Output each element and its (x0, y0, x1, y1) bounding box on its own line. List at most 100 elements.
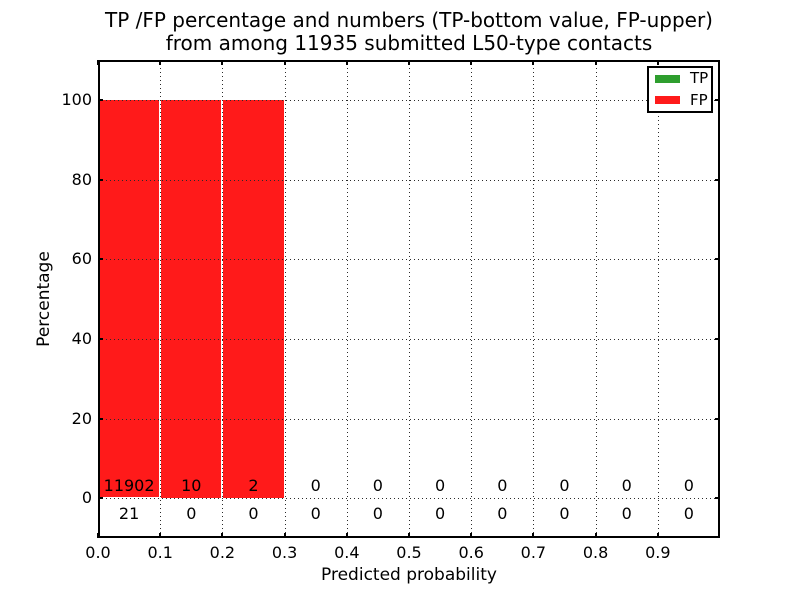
fp-bar (161, 99, 222, 499)
chart-title-line2: from among 11935 submitted L50-type cont… (165, 31, 653, 55)
legend-swatch-fp (655, 96, 680, 105)
fp-count-label: 0 (497, 476, 508, 496)
y-tick-right (715, 98, 720, 101)
y-tick-right (715, 258, 720, 261)
h-gridline (98, 179, 720, 181)
fp-count-label: 0 (683, 476, 694, 496)
h-gridline (98, 418, 720, 420)
x-tick-top (532, 60, 535, 65)
y-tick (98, 98, 103, 101)
y-tick-label: 20 (71, 408, 92, 428)
y-tick (98, 417, 103, 420)
x-tick-label: 0.4 (334, 543, 360, 562)
y-tick-label: 60 (71, 249, 92, 269)
v-gridline (409, 60, 410, 538)
x-tick-label: 0.6 (458, 543, 484, 562)
x-tick-label: 0.5 (396, 543, 422, 562)
tp-count-label: 0 (497, 504, 508, 524)
v-gridline (533, 60, 535, 538)
y-tick-label: 80 (71, 169, 92, 189)
legend-row-fp: FP (649, 90, 711, 109)
x-tick-top (97, 60, 99, 65)
fp-count-label: 0 (310, 476, 321, 496)
y-tick (98, 258, 103, 261)
chart-title: TP /FP percentage and numbers (TP-bottom… (98, 9, 720, 55)
x-tick (532, 533, 535, 538)
fp-count-label: 0 (559, 476, 570, 496)
tp-count-label: 0 (683, 504, 694, 524)
fp-bar (99, 99, 160, 498)
tp-count-label: 0 (559, 504, 570, 524)
legend-row-tp: TP (649, 71, 711, 86)
y-tick (98, 178, 103, 181)
h-gridline (98, 498, 720, 500)
legend-label-tp: TP (690, 69, 709, 88)
legend-swatch-tp (655, 74, 680, 83)
legend: TP FP (647, 66, 713, 113)
v-gridline (160, 60, 162, 538)
h-gridline (98, 99, 720, 101)
x-tick-label: 0.8 (582, 543, 609, 562)
v-gridline (346, 60, 348, 538)
x-tick-top (345, 60, 348, 65)
fp-count-label: 10 (181, 476, 202, 496)
fp-bar (223, 99, 284, 499)
tp-count-label: 0 (372, 504, 383, 524)
x-tick (656, 533, 659, 538)
x-tick-top (221, 60, 224, 65)
h-gridline (98, 338, 720, 340)
v-gridline (222, 60, 224, 538)
y-axis-label: Percentage (34, 251, 54, 347)
v-gridline (284, 60, 286, 538)
legend-label-fp: FP (690, 90, 708, 109)
fp-count-label: 0 (621, 476, 632, 496)
x-tick (470, 533, 473, 538)
chart-title-line1: TP /FP percentage and numbers (TP-bottom… (105, 8, 713, 32)
tp-count-label: 0 (186, 504, 197, 524)
x-tick-label: 0.9 (645, 543, 671, 562)
x-tick (594, 533, 597, 538)
fp-count-label: 0 (435, 476, 446, 496)
x-tick-label: 0.7 (520, 543, 547, 562)
y-tick-right (715, 178, 720, 181)
y-tick-right (715, 337, 720, 340)
x-tick-top (159, 60, 162, 65)
tp-count-label: 0 (310, 504, 321, 524)
x-tick (159, 533, 162, 538)
x-axis-label: Predicted probability (321, 565, 497, 585)
x-tick (408, 533, 410, 538)
x-tick-top (408, 60, 410, 65)
y-tick-label: 0 (81, 488, 92, 508)
x-tick-label: 0.0 (85, 543, 111, 562)
v-gridline (471, 60, 473, 538)
x-tick (345, 533, 348, 538)
fp-count-label: 11902 (103, 476, 155, 496)
x-tick-top (656, 60, 659, 65)
tp-count-label: 0 (621, 504, 632, 524)
tp-count-label: 0 (248, 504, 259, 524)
h-gridline (98, 259, 720, 261)
tp-count-label: 0 (435, 504, 446, 524)
y-tick-right (715, 417, 720, 420)
x-tick-label: 0.3 (271, 543, 298, 562)
x-tick-label: 0.2 (209, 543, 236, 562)
y-tick (98, 337, 103, 340)
x-tick (97, 533, 99, 538)
v-gridline (595, 60, 597, 538)
plot-area: 11902 21 10 0 2 0 0 0 0 0 0 0 0 0 0 0 0 0 0 0 (97, 60, 720, 538)
y-tick (98, 497, 103, 500)
y-tick-right (715, 497, 720, 500)
x-tick-top (283, 60, 286, 65)
x-tick-top (470, 60, 473, 65)
x-tick (221, 533, 224, 538)
y-tick-label: 100 (61, 89, 92, 109)
v-gridline (657, 60, 659, 538)
tp-count-label: 21 (118, 504, 140, 524)
x-tick-top (594, 60, 597, 65)
fp-count-label: 0 (372, 476, 383, 496)
x-tick (283, 533, 286, 538)
y-tick-label: 40 (71, 328, 92, 348)
x-tick-label: 0.1 (147, 543, 173, 562)
fp-count-label: 2 (248, 476, 259, 496)
